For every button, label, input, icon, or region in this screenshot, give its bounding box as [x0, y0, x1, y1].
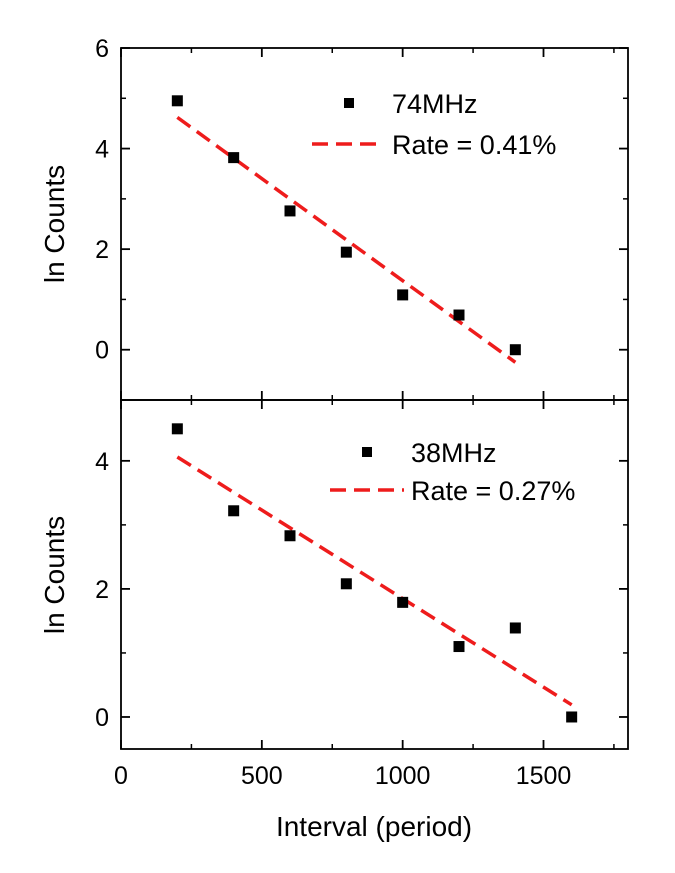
bottom-data-point [228, 505, 240, 517]
top-legend-fit-label: Rate = 0.41% [392, 130, 556, 160]
panel-bottom: 0 2 4 0 500 1000 1500 38MHz Rate = 0.27% ln Co… [39, 399, 629, 842]
bottom-legend-points-label: 38MHz [411, 438, 497, 468]
top-ticks: 0 2 4 6 [95, 35, 628, 401]
top-legend: 74MHz Rate = 0.41% [312, 89, 556, 160]
bottom-ticks: 0 2 4 0 500 1000 1500 [95, 400, 628, 790]
top-y-axis-title: ln Counts [39, 165, 70, 283]
bottom-y-axis-title: ln Counts [39, 516, 70, 634]
bottom-data-point [509, 622, 521, 634]
top-plot-frame [120, 47, 629, 401]
bottom-ytick-label: 4 [95, 448, 109, 476]
bottom-ytick-label: 0 [95, 704, 109, 732]
bottom-data-point [566, 711, 578, 723]
bottom-fit-line [176, 455, 573, 707]
top-data-point [228, 152, 240, 164]
bottom-data-point [284, 530, 296, 542]
top-fit-line [176, 115, 517, 364]
bottom-plot-frame [120, 399, 629, 750]
bottom-xtick-label: 1000 [375, 762, 431, 790]
x-axis-title: Interval (period) [276, 811, 472, 842]
bottom-data-point [453, 641, 465, 653]
top-ytick-label: 2 [95, 236, 109, 264]
bottom-data-point [171, 423, 183, 435]
bottom-data-point [397, 596, 409, 608]
bottom-xtick-label: 1500 [516, 762, 572, 790]
bottom-legend-marker [362, 447, 372, 457]
top-legend-points-label: 74MHz [392, 89, 478, 119]
top-data-point [509, 344, 521, 356]
bottom-fit-line-segment [176, 455, 573, 707]
top-legend-marker [344, 98, 354, 108]
bottom-xtick-label: 0 [114, 762, 128, 790]
top-data-points [171, 95, 521, 356]
top-ytick-label: 6 [95, 35, 109, 63]
bottom-data-points [171, 423, 578, 723]
top-data-point [340, 246, 352, 258]
bottom-legend: 38MHz Rate = 0.27% [330, 438, 575, 506]
top-data-point [397, 289, 409, 301]
bottom-xtick-label: 500 [241, 762, 283, 790]
top-data-point [284, 205, 296, 217]
top-fit-line-segment [176, 115, 517, 364]
top-ytick-label: 0 [95, 337, 109, 365]
bottom-data-point [340, 578, 352, 590]
panel-top: 0 2 4 6 74MHz Rate = 0.41% ln Counts [39, 35, 629, 401]
top-data-point [171, 95, 183, 107]
top-ytick-label: 4 [95, 136, 109, 164]
bottom-ytick-label: 2 [95, 576, 109, 604]
top-data-point [453, 309, 465, 321]
bottom-legend-fit-label: Rate = 0.27% [411, 476, 575, 506]
